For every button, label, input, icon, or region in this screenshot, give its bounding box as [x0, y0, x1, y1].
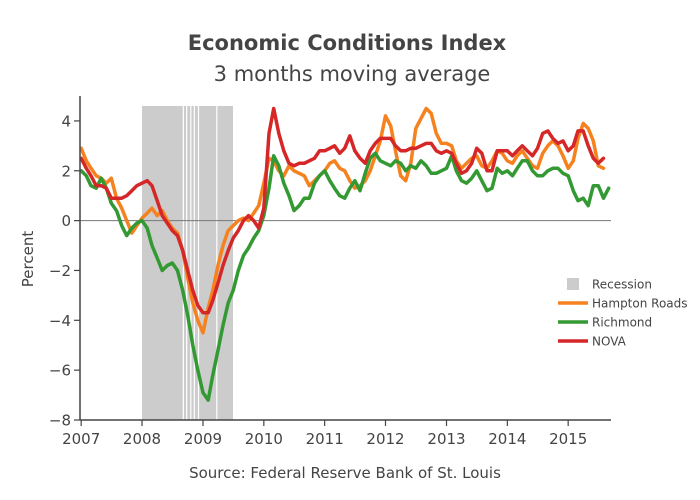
chart-container: Economic Conditions Index 3 months movin…	[0, 0, 700, 500]
legend-label-hampton-roads: Hampton Roads	[592, 297, 688, 311]
x-tick-label: 2013	[427, 430, 465, 448]
y-tick-label: −2	[49, 262, 71, 280]
legend: Recession Hampton Roads Richmond NOVA	[558, 278, 688, 349]
legend-label-recession: Recession	[592, 278, 652, 292]
y-tick-label: −8	[49, 412, 71, 430]
y-tick-label: −4	[49, 312, 71, 330]
y-tick-label: −6	[49, 362, 71, 380]
x-tick-label: 2008	[123, 430, 161, 448]
y-tick-label: 4	[61, 112, 71, 130]
legend-label-nova: NOVA	[592, 335, 627, 349]
y-tick-label: 2	[61, 162, 71, 180]
x-tick-label: 2012	[366, 430, 404, 448]
x-tick-label: 2010	[245, 430, 283, 448]
x-tick-label: 2015	[549, 430, 587, 448]
y-axis-title: Percent	[19, 231, 37, 288]
legend-label-richmond: Richmond	[592, 316, 652, 330]
chart-subtitle: 3 months moving average	[214, 62, 491, 86]
x-tick-label: 2009	[184, 430, 222, 448]
y-tick-label: 0	[61, 212, 71, 230]
legend-swatch-recession	[567, 278, 579, 290]
x-axis-title: Source: Federal Reserve Bank of St. Loui…	[189, 464, 501, 482]
chart-svg: Economic Conditions Index 3 months movin…	[0, 0, 700, 500]
chart-title: Economic Conditions Index	[188, 31, 507, 55]
x-tick-label: 2011	[306, 430, 344, 448]
x-tick-label: 2007	[62, 430, 100, 448]
x-tick-label: 2014	[488, 430, 526, 448]
